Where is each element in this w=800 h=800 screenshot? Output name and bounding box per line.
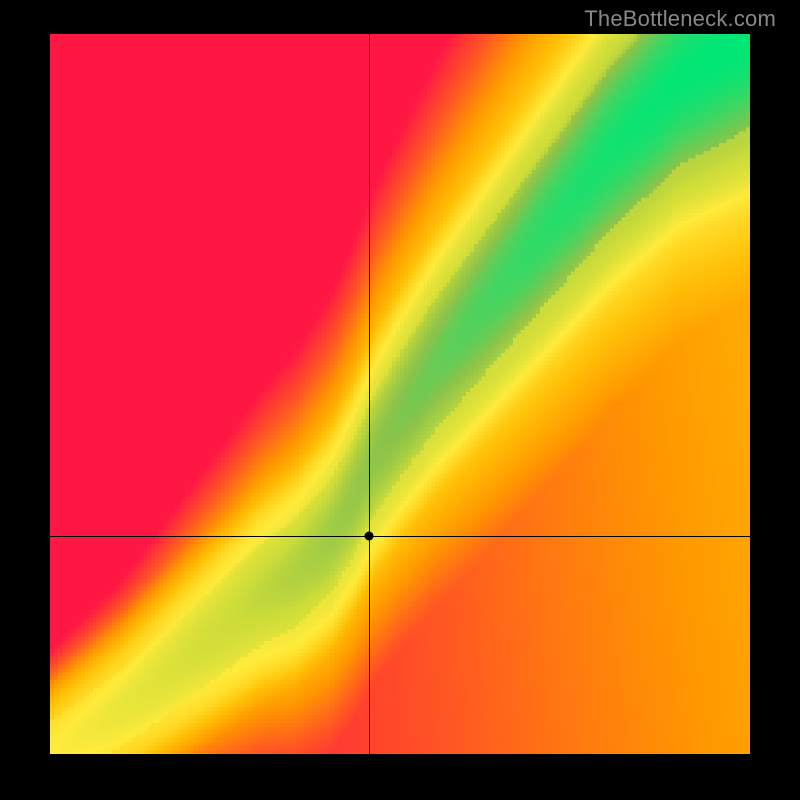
watermark-text: TheBottleneck.com <box>584 6 776 32</box>
data-point-marker <box>364 531 373 540</box>
heatmap-plot <box>50 34 750 754</box>
crosshair-horizontal <box>50 536 750 537</box>
crosshair-vertical <box>369 34 370 754</box>
heatmap-canvas <box>50 34 750 754</box>
chart-container: TheBottleneck.com <box>0 0 800 800</box>
